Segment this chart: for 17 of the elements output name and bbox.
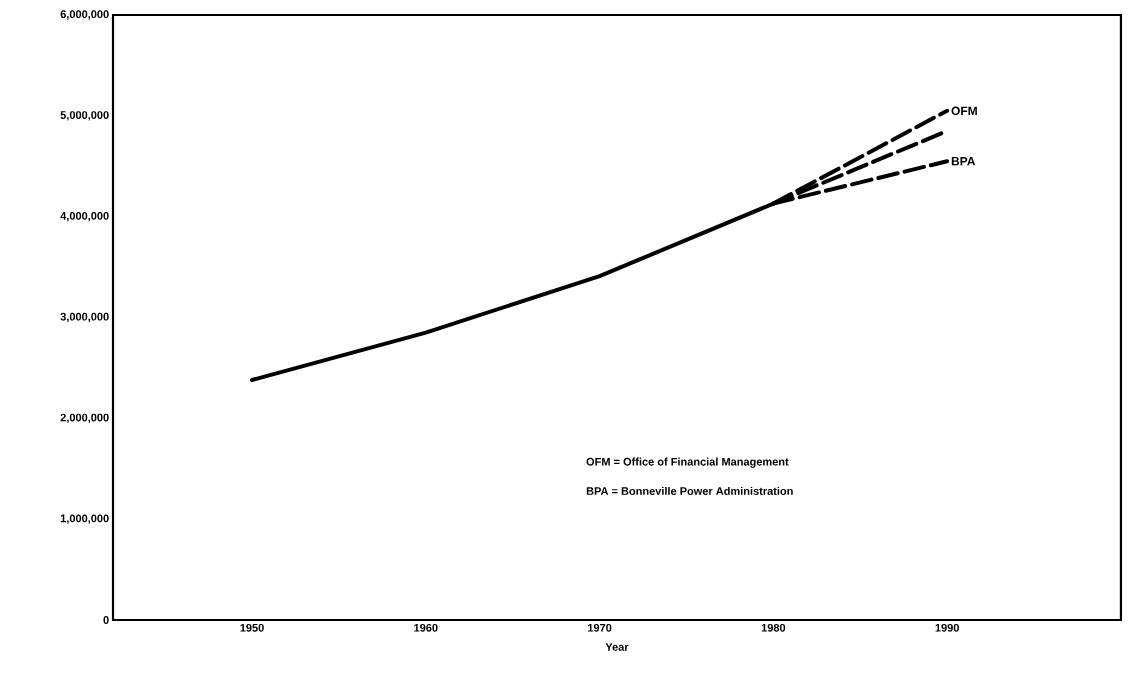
x-tick-label: 1990	[935, 623, 959, 632]
y-tick-label: 2,000,000	[60, 413, 109, 424]
y-tick-label: 3,000,000	[60, 312, 109, 323]
x-tick-label: 1960	[414, 623, 438, 632]
annotation: OFM = Office of Financial Management	[586, 457, 789, 468]
x-tick-label: 1970	[588, 623, 612, 632]
y-tick-label: 6,000,000	[60, 10, 109, 20]
series-label: OFM	[951, 106, 977, 116]
x-axis-title: Year	[605, 643, 629, 651]
annotation: BPA = Bonneville Power Administration	[586, 486, 793, 495]
y-tick-label: 4,000,000	[60, 211, 109, 222]
series-label: BPA	[951, 157, 976, 166]
y-tick-label: 0	[103, 616, 109, 624]
y-tick-label: 5,000,000	[60, 111, 109, 121]
x-tick-label: 1980	[761, 623, 786, 632]
y-tick-label: 1,000,000	[60, 514, 109, 524]
x-tick-label: 1950	[240, 623, 264, 632]
